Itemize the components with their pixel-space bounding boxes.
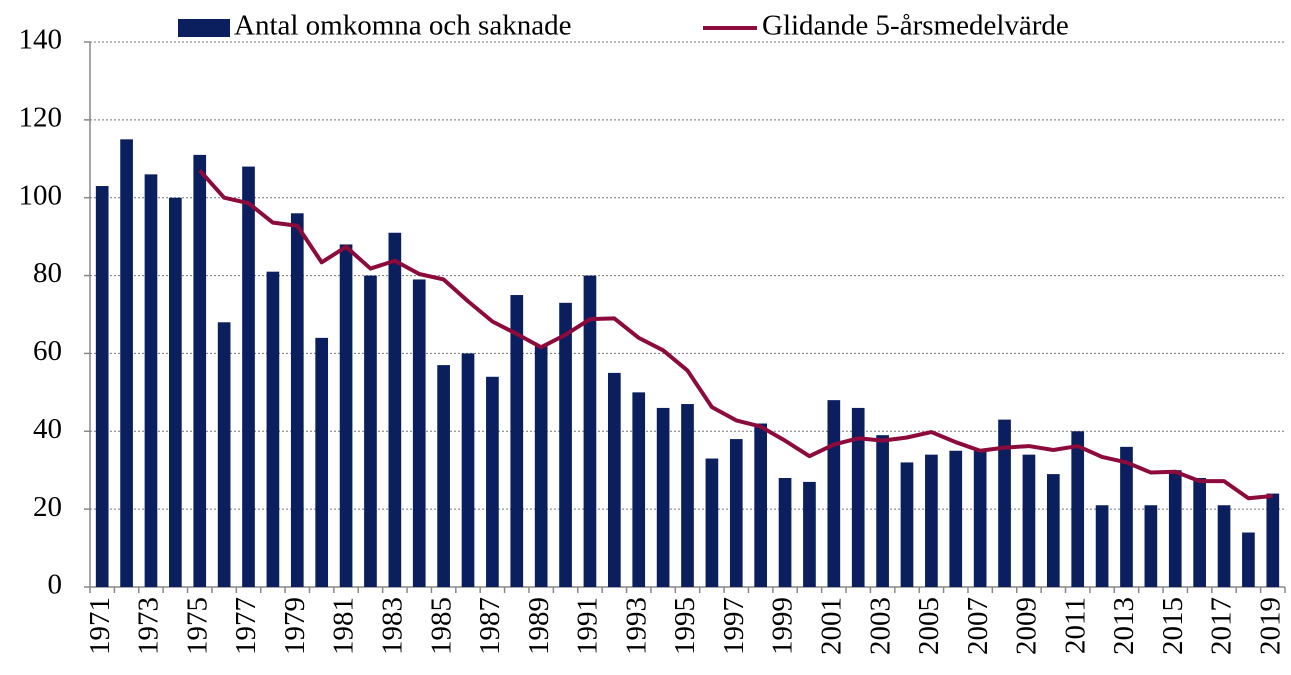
x-tick-label: 2003 bbox=[864, 597, 896, 655]
bar bbox=[876, 435, 889, 587]
x-tick-label: 2017 bbox=[1206, 597, 1238, 655]
bar bbox=[1217, 505, 1231, 587]
line bbox=[198, 169, 1274, 501]
bar bbox=[1095, 505, 1109, 587]
bar bbox=[851, 407, 865, 587]
bar bbox=[583, 275, 597, 587]
x-tick-label: 1993 bbox=[620, 597, 652, 655]
bar bbox=[925, 454, 938, 587]
x-tick-label: 1989 bbox=[523, 597, 555, 655]
bar bbox=[510, 295, 524, 587]
bar bbox=[607, 372, 621, 587]
bar bbox=[1193, 478, 1206, 587]
y-tick-label: 100 bbox=[19, 179, 63, 211]
bar bbox=[95, 186, 109, 588]
bar bbox=[998, 419, 1011, 587]
y-tick-label: 20 bbox=[33, 491, 62, 523]
x-tick-label: 2009 bbox=[1011, 597, 1043, 655]
bar bbox=[827, 400, 841, 587]
bar bbox=[534, 345, 548, 587]
y-tick-label: 120 bbox=[19, 102, 63, 134]
bar bbox=[388, 232, 402, 587]
y-tick-label: 0 bbox=[48, 569, 63, 601]
bar bbox=[169, 197, 182, 587]
x-tick-label: 2007 bbox=[962, 597, 994, 655]
y-tick-label: 40 bbox=[33, 413, 62, 445]
bar bbox=[120, 139, 133, 588]
bar bbox=[656, 407, 670, 587]
x-tick-label: 1983 bbox=[377, 597, 409, 655]
bar bbox=[729, 439, 743, 587]
x-tick-label: 1979 bbox=[279, 597, 311, 655]
x-tick-label: 2011 bbox=[1059, 597, 1091, 654]
bar bbox=[1168, 470, 1182, 587]
bar bbox=[486, 376, 499, 587]
bar bbox=[242, 166, 255, 588]
x-tick-label: 2005 bbox=[913, 597, 945, 655]
x-tick-label: 1991 bbox=[572, 597, 604, 655]
x-tick-label: 1987 bbox=[474, 597, 506, 655]
x-tick-label: 1975 bbox=[181, 597, 213, 655]
bar bbox=[1071, 431, 1085, 587]
bar bbox=[437, 365, 450, 587]
legend-label: Antal omkomna och saknade bbox=[234, 10, 571, 42]
x-tick-label: 1999 bbox=[767, 597, 799, 655]
bar bbox=[1242, 532, 1255, 587]
bar bbox=[412, 279, 426, 587]
bar bbox=[632, 392, 646, 587]
x-tick-label: 1977 bbox=[230, 597, 262, 655]
bar bbox=[1266, 493, 1280, 587]
bar bbox=[315, 337, 329, 587]
bar bbox=[193, 154, 207, 587]
bar bbox=[1046, 474, 1060, 587]
bar bbox=[973, 450, 987, 587]
x-tick-label: 1973 bbox=[133, 597, 165, 655]
x-tick-label: 2001 bbox=[815, 597, 847, 655]
x-tick-label: 2013 bbox=[1108, 597, 1140, 655]
bar bbox=[754, 423, 768, 587]
bar bbox=[803, 481, 816, 587]
bar bbox=[266, 271, 280, 587]
y-tick-label: 140 bbox=[19, 24, 63, 56]
x-tick-label: 1981 bbox=[328, 597, 360, 655]
x-tick-label: 1997 bbox=[718, 597, 750, 655]
bar bbox=[681, 404, 694, 587]
x-tick-label: 2015 bbox=[1157, 597, 1189, 655]
bar bbox=[217, 322, 231, 587]
y-tick-label: 60 bbox=[33, 335, 62, 367]
bar bbox=[1022, 454, 1036, 587]
bar bbox=[778, 478, 792, 587]
y-tick-label: 80 bbox=[33, 257, 62, 289]
x-tick-label: 1971 bbox=[84, 597, 116, 655]
bar bbox=[1144, 505, 1158, 587]
x-tick-label: 1995 bbox=[669, 597, 701, 655]
legend-label: Glidande 5-årsmedelvärde bbox=[762, 10, 1069, 42]
bar bbox=[461, 353, 475, 587]
legend-swatch bbox=[178, 19, 230, 37]
bar bbox=[559, 302, 572, 587]
bar bbox=[339, 244, 353, 587]
x-tick-label: 1985 bbox=[425, 597, 457, 655]
bar bbox=[949, 450, 963, 587]
bar bbox=[290, 213, 304, 588]
x-tick-label: 2019 bbox=[1254, 597, 1286, 655]
bar bbox=[364, 275, 377, 587]
bar bbox=[144, 174, 158, 587]
bar bbox=[1120, 446, 1133, 587]
bar bbox=[900, 462, 914, 587]
bar bbox=[705, 458, 719, 587]
